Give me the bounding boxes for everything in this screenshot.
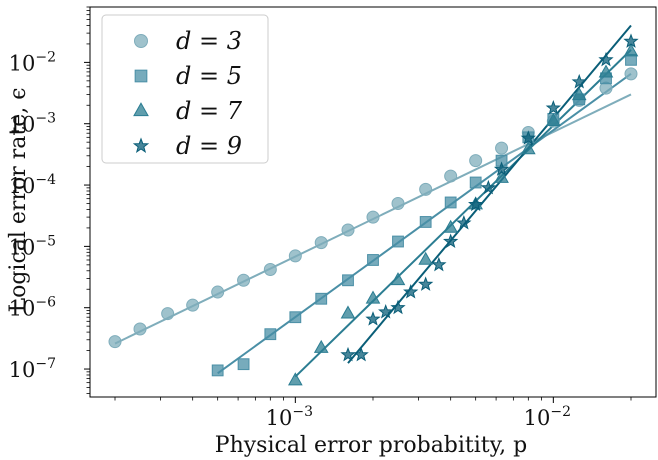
point-series-1: [341, 223, 355, 237]
point-series-3: [365, 290, 381, 304]
legend-label-4: d = 9: [176, 132, 242, 160]
point-series-4: [390, 299, 406, 315]
point-series-1: [391, 197, 405, 211]
point-series-3: [288, 372, 303, 386]
legend-label-1: d = 3: [176, 27, 242, 55]
data-points: [108, 33, 639, 386]
point-series-4: [480, 179, 497, 195]
x-tick-label: 10−2: [524, 404, 571, 430]
point-series-1: [469, 154, 483, 168]
point-series-1: [444, 169, 458, 183]
point-series-3: [340, 305, 356, 319]
point-series-2: [444, 196, 457, 209]
legend-marker-2: [134, 69, 148, 83]
y-axis-label: Logical error rate, ϵ: [6, 87, 31, 312]
point-series-4: [520, 130, 536, 145]
point-series-1: [263, 262, 277, 276]
legend-label-3: d = 7: [176, 97, 243, 125]
point-series-1: [288, 249, 302, 263]
x-tick-label: 10−3: [266, 404, 313, 430]
y-tick-label: 10−7: [9, 356, 56, 382]
point-series-3: [418, 251, 433, 265]
legend-marker-4: [132, 137, 150, 153]
point-series-2: [264, 328, 277, 341]
point-series-1: [133, 322, 147, 336]
point-series-2: [237, 358, 250, 371]
point-series-3: [545, 112, 561, 126]
point-series-4: [403, 284, 419, 299]
legend-box: [101, 14, 269, 164]
point-series-3: [520, 141, 536, 155]
x-axis-label: Physical error probabitity, p: [215, 433, 527, 458]
point-series-4: [365, 311, 381, 326]
point-series-1: [419, 182, 433, 196]
point-series-4: [378, 304, 394, 319]
point-series-4: [353, 346, 369, 362]
point-series-3: [443, 219, 458, 233]
point-series-1: [314, 236, 328, 250]
point-series-2: [289, 311, 302, 324]
point-series-2: [367, 254, 379, 266]
point-series-4: [340, 346, 356, 362]
point-series-3: [313, 339, 329, 353]
point-series-1: [366, 210, 380, 224]
point-series-4: [623, 33, 639, 48]
point-series-4: [431, 256, 447, 272]
legend-label-2: d = 5: [176, 62, 242, 90]
point-series-2: [342, 274, 354, 287]
point-series-1: [211, 285, 225, 299]
legend-marker-1: [134, 34, 148, 48]
point-series-3: [390, 272, 406, 286]
point-series-1: [495, 141, 509, 155]
point-series-4: [598, 51, 614, 67]
point-series-1: [237, 273, 251, 287]
legend: d = 3 d = 5 d = 7 d = 9: [101, 14, 269, 164]
point-series-3: [598, 64, 614, 78]
point-series-3: [494, 169, 509, 183]
point-series-1: [186, 298, 200, 312]
legend-marker-3: [133, 102, 149, 117]
point-series-4: [418, 276, 434, 291]
point-series-1: [624, 67, 638, 81]
point-series-2: [315, 292, 328, 305]
point-series-4: [468, 196, 484, 212]
y-tick-label: 10−2: [9, 49, 56, 75]
point-series-3: [571, 87, 587, 101]
point-series-4: [571, 73, 587, 89]
point-series-4: [545, 100, 561, 115]
point-series-4: [456, 215, 472, 230]
point-series-3: [623, 43, 639, 57]
point-series-4: [443, 233, 459, 249]
point-series-4: [493, 161, 510, 176]
point-series-1: [161, 307, 175, 321]
point-series-1: [108, 335, 122, 349]
point-series-2: [419, 216, 432, 228]
point-series-2: [469, 176, 482, 189]
point-series-2: [211, 364, 224, 377]
point-series-2: [392, 235, 404, 248]
